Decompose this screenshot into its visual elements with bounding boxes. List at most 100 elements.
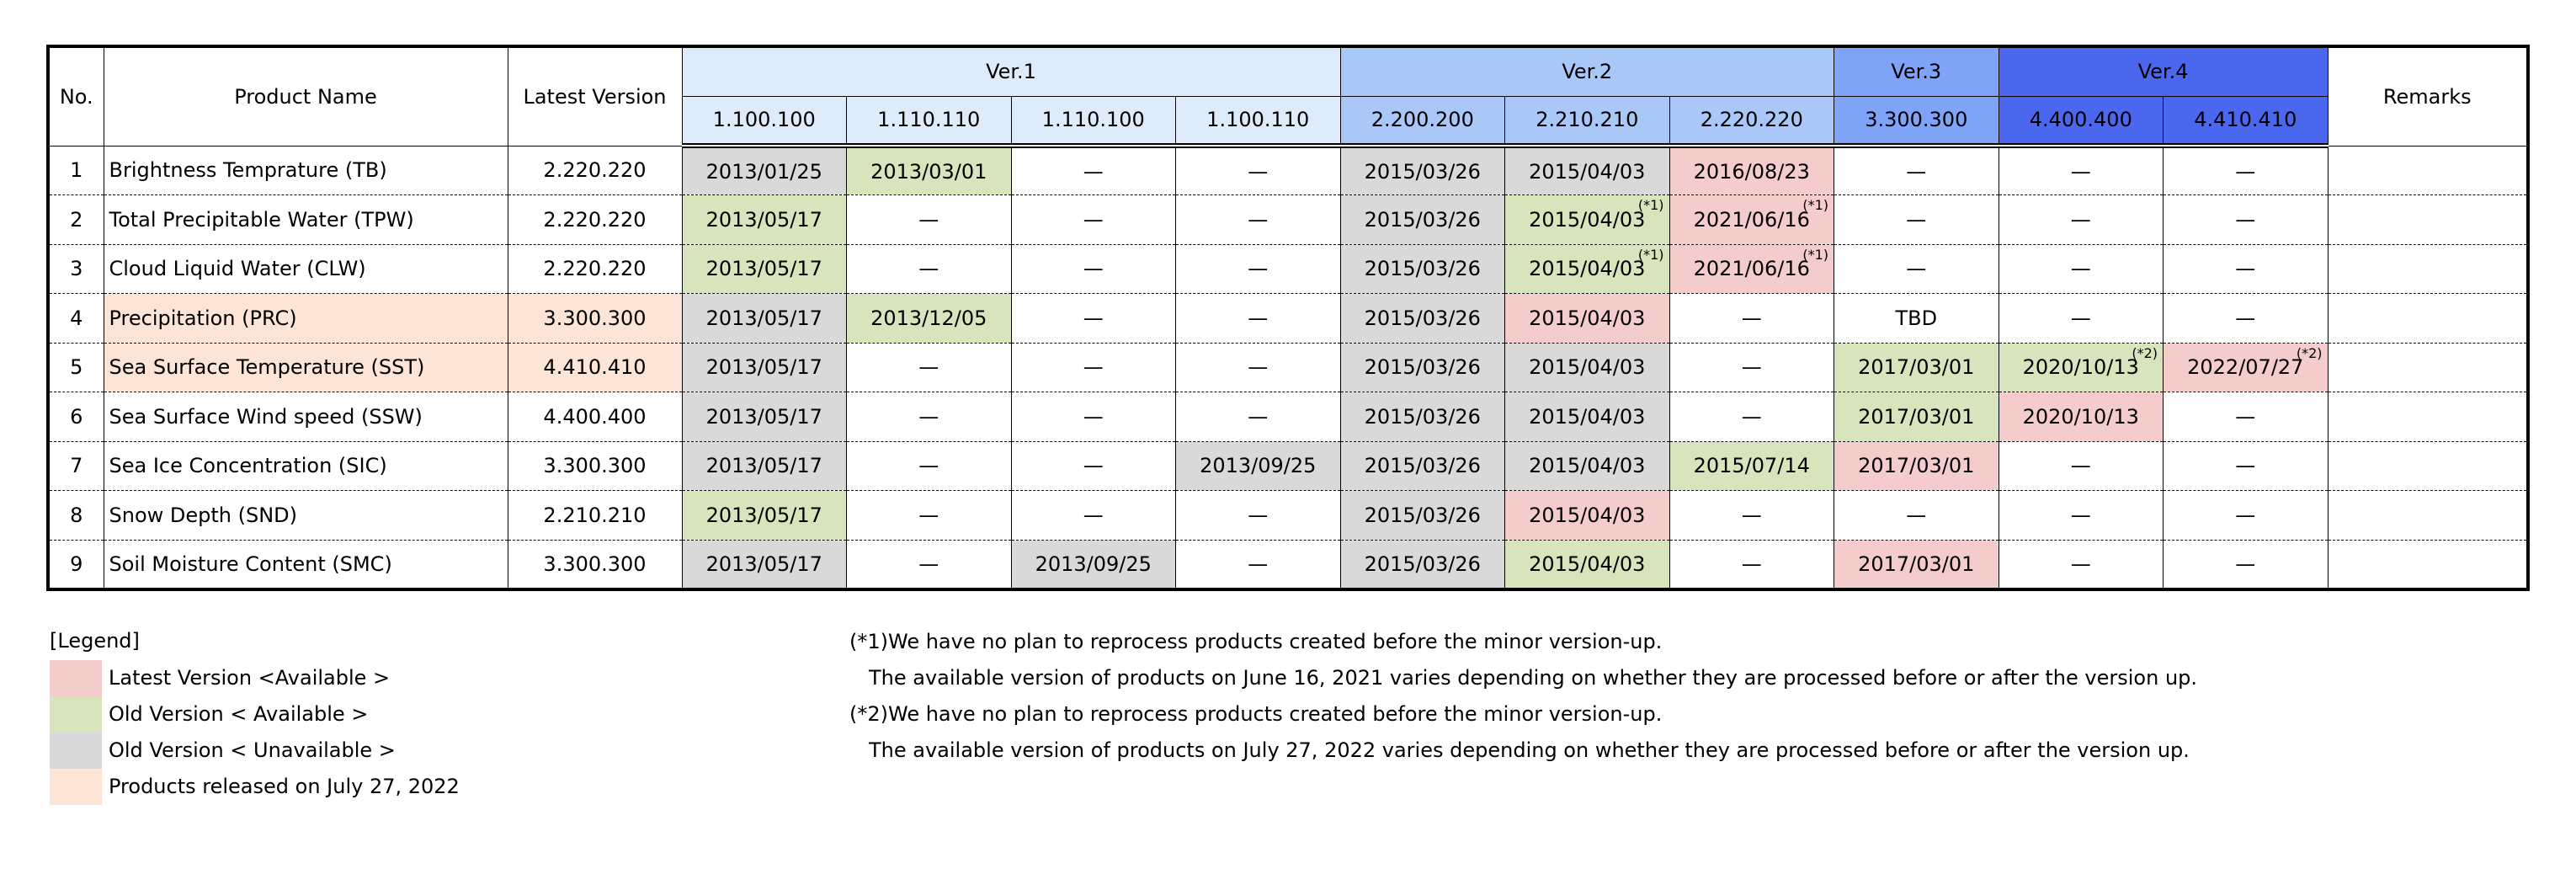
version-cell: 2013/03/01 [846,145,1012,195]
version-cell: — [1010,490,1176,541]
remarks-cell [2327,293,2529,344]
version-header: 3.300.300 [1834,95,1999,148]
data-row: 8 Snow Depth (SND) 2.210.210 2013/05/17— — —2… [47,490,2529,541]
latest-version: 3.300.300 [507,293,683,344]
legend-title: [Legend] [50,629,140,653]
version-cell: 2017/03/01 [1834,342,1999,392]
version-cell: 2013/05/17 [681,293,847,344]
legend-label: Latest Version <Available > [109,666,391,690]
remarks-cell [2327,392,2529,442]
version-cell: 2013/12/05 [846,293,1012,344]
version-cell: — [1175,490,1341,541]
version-cell: — [1998,195,2164,245]
version-cell: — [846,490,1012,541]
version-cell: 2013/05/17 [681,490,847,541]
version-header: 2.210.210 [1504,95,1670,148]
version-cell: 2015/04/03 [1504,293,1670,344]
version-cell: — [1175,392,1341,442]
version-cell: 2015/04/03 [1504,145,1670,195]
data-row: 7 Sea Ice Concentration (SIC) 3.300.300 201… [47,440,2529,491]
data-row: 5 Sea Surface Temperature (SST) 4.410.410 2… [47,342,2529,392]
version-cell: 2015/03/26 [1339,145,1506,195]
row-number: 6 [47,392,104,442]
version-cell: 2015/03/26 [1339,440,1506,491]
version-cell: 2015/04/03 (*1) [1504,195,1670,245]
version-cell: — [1010,293,1176,344]
version-cell: 2015/03/26 [1339,490,1506,541]
legend-label: Old Version < Unavailable > [109,738,396,762]
version-cell: 2015/03/26 [1339,392,1506,442]
footnote-mark: (*1) [1637,246,1664,263]
version-cell: — [1010,145,1176,195]
version-cell: — [846,392,1012,442]
version-cell: 2015/04/03 [1504,539,1670,589]
latest-version: 2.210.210 [507,490,683,541]
header-cell: Product Name [103,45,508,147]
version-cell: 2013/05/17 [681,392,847,442]
version-cell: — [846,342,1012,392]
data-row: 1 Brightness Temprature (TB) 2.220.220 2013… [47,145,2529,195]
latest-version: 4.400.400 [507,392,683,442]
version-header: 1.100.110 [1175,95,1341,148]
version-cell: 2020/10/13 [1998,392,2164,442]
footnote-mark: (*1) [1637,197,1664,213]
legend-swatch [50,660,102,696]
version-header: 1.100.100 [681,95,847,148]
latest-version: 2.220.220 [507,195,683,245]
remarks-cell [2327,539,2529,589]
row-number: 3 [47,243,104,294]
version-cell: 2013/05/17 [681,342,847,392]
version-cell: 2013/09/25 [1010,539,1176,589]
version-cell: — [2163,293,2329,344]
version-cell: 2015/04/03 [1504,342,1670,392]
row-number: 9 [47,539,104,589]
version-cell: 2013/05/17 [681,243,847,294]
group-header: Ver.3 [1834,45,1999,97]
version-cell: — [1834,490,1999,541]
version-cell: — [1998,145,2164,195]
row-number: 1 [47,145,104,195]
remarks-cell [2327,243,2529,294]
data-row: 2 Total Precipitable Water (TPW) 2.220.220… [47,195,2529,245]
header-row: 1.100.100 1.110.110 1.110.100 1.100.110 2.20… [48,95,2528,148]
version-cell: — [1669,490,1835,541]
latest-version: 3.300.300 [507,440,683,491]
row-number: 8 [47,490,104,541]
footnote-mark: (*1) [1802,246,1829,263]
version-cell: 2015/03/26 [1339,293,1506,344]
version-cell: 2015/03/26 [1339,539,1506,589]
version-cell: — [1010,440,1176,491]
header-cell: Remarks [2327,45,2529,147]
legend-swatch [50,733,102,769]
version-cell: 2013/09/25 [1175,440,1341,491]
note-line: The available version of products on Jun… [869,666,2198,690]
version-cell: 2021/06/16 (*1) [1669,195,1835,245]
legend-swatch [50,769,102,805]
version-cell: TBD [1834,293,1999,344]
version-cell: 2015/04/03 [1504,490,1670,541]
header-cell: No. [47,45,104,147]
data-row: 4 Precipitation (PRC) 3.300.300 2013/05/17 2… [47,293,2529,344]
version-cell: — [1010,195,1176,245]
version-cell: — [2163,243,2329,294]
version-cell: — [2163,392,2329,442]
version-cell: — [1175,243,1341,294]
version-cell: 2015/03/26 [1339,195,1506,245]
product-name: Total Precipitable Water (TPW) [103,195,508,245]
note-line: (*2)We have no plan to reprocess product… [849,702,1663,726]
product-name: Snow Depth (SND) [103,490,508,541]
version-table: No. Product Name Latest Version Ver.1 Ver.2 V… [46,45,2531,591]
version-header: 4.410.410 [2163,95,2329,148]
footnote-mark: (*1) [1802,197,1829,213]
version-cell: 2017/03/01 [1834,440,1999,491]
version-cell: 2020/10/13 (*2) [1998,342,2164,392]
version-cell: — [1669,539,1835,589]
data-row: 9 Soil Moisture Content (SMC) 3.300.300 201… [47,539,2529,589]
version-cell: — [846,243,1012,294]
product-name: Cloud Liquid Water (CLW) [103,243,508,294]
version-cell: — [1175,293,1341,344]
version-header: 2.200.200 [1339,95,1506,148]
group-header: Ver.4 [1998,45,2329,97]
version-cell: — [1010,342,1176,392]
